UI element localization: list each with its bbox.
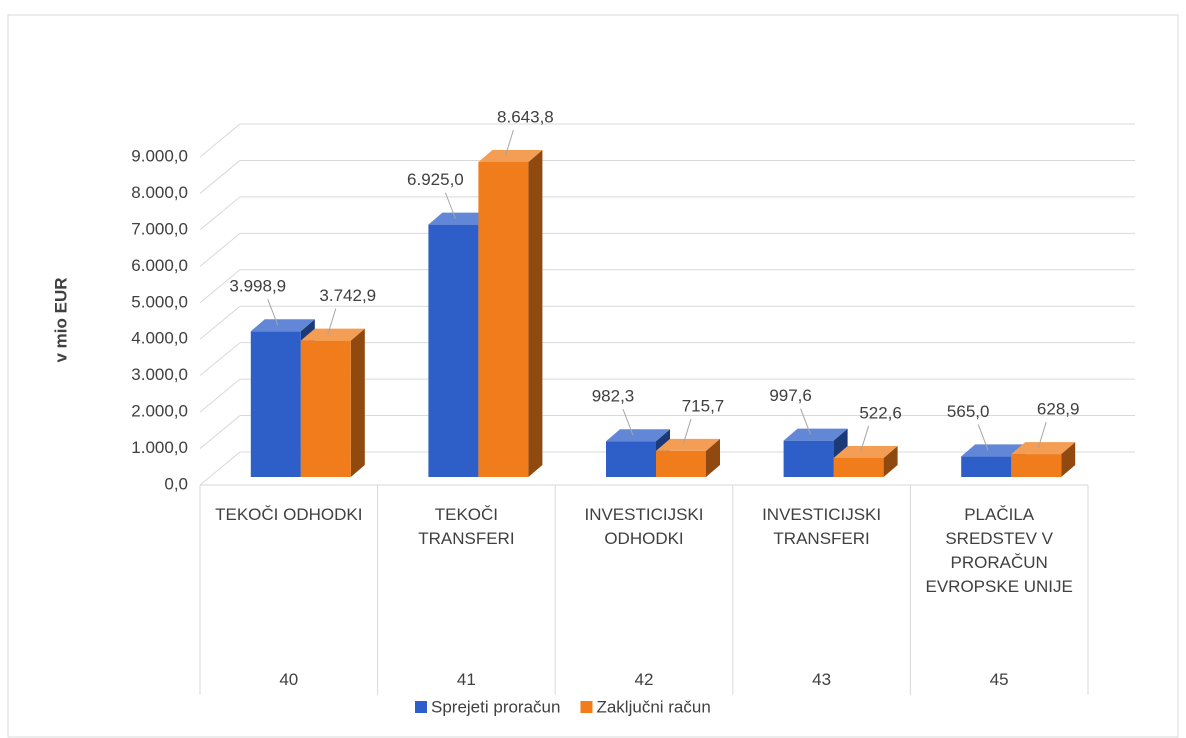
grid-line <box>199 123 241 158</box>
y-tick-label: 9.000,0 <box>131 146 188 165</box>
data-label: 982,3 <box>592 387 635 406</box>
bar <box>783 440 834 477</box>
bar <box>1011 454 1062 477</box>
y-axis-title: v mio EUR <box>51 277 70 362</box>
bar <box>300 340 351 477</box>
bar <box>961 456 1012 477</box>
x-group-label: 42 <box>634 670 654 689</box>
data-label: 6.925,0 <box>407 170 464 189</box>
legend-swatch <box>580 701 593 713</box>
x-tick-label: INVESTICIJSKI ODHODKI <box>584 505 704 548</box>
bar-side <box>883 445 898 477</box>
x-group-label: 41 <box>456 670 476 689</box>
bar-top <box>250 319 315 332</box>
y-tick-label: 6.000,0 <box>131 256 188 275</box>
bar <box>656 450 706 477</box>
x-tick-label: TEKOČI TRANSFERI <box>418 505 515 548</box>
bar-top <box>1011 442 1076 455</box>
x-group-label: 43 <box>812 670 832 689</box>
grid-line <box>199 196 241 231</box>
y-tick-label: 3.000,0 <box>131 365 188 384</box>
grid-line <box>199 451 241 486</box>
y-tick-label: 8.000,0 <box>131 183 188 202</box>
y-tick-label: 0,0 <box>164 474 188 493</box>
bar-top <box>833 445 898 458</box>
bar-top <box>656 438 720 451</box>
bar <box>250 331 301 477</box>
bar <box>428 224 479 477</box>
leader-line <box>267 299 279 326</box>
leader-line <box>327 308 337 335</box>
leader-line <box>444 192 456 219</box>
x-group-label: 40 <box>279 670 299 689</box>
legend-label: Zaključni račun <box>596 697 710 716</box>
data-label: 522,6 <box>859 403 902 422</box>
grid-line <box>199 232 241 267</box>
leader-line <box>504 129 514 157</box>
bar-top <box>606 429 670 442</box>
leader-line <box>800 408 812 435</box>
x-group-label: 45 <box>989 670 1009 689</box>
data-label: 3.742,9 <box>319 286 376 305</box>
grid-line <box>199 269 241 304</box>
y-tick-label: 7.000,0 <box>131 219 188 238</box>
bar-side <box>528 149 543 477</box>
grid-line <box>199 378 241 413</box>
bar-side <box>1061 442 1076 477</box>
y-tick-label: 2.000,0 <box>131 402 188 421</box>
grid-line <box>199 415 241 449</box>
leader-line <box>622 409 634 436</box>
legend-swatch <box>415 701 427 713</box>
leader-line <box>1037 421 1047 449</box>
chart-border <box>7 14 1179 738</box>
data-label: 997,6 <box>769 386 812 405</box>
grid-line <box>199 342 241 377</box>
legend-label: Sprejeti proračun <box>431 697 560 716</box>
x-tick-label: INVESTICIJSKI TRANSFERI <box>762 505 882 548</box>
y-tick-label: 1.000,0 <box>131 438 188 457</box>
bar-top <box>783 428 848 441</box>
bar <box>833 457 884 477</box>
leader-line <box>977 424 989 451</box>
x-tick-label: TEKOČI ODHODKI <box>215 505 363 524</box>
grid-line <box>199 160 241 194</box>
bar-top <box>300 328 365 341</box>
data-label: 628,9 <box>1037 400 1080 419</box>
y-tick-label: 5.000,0 <box>131 292 188 311</box>
data-label: 3.998,9 <box>229 277 286 296</box>
y-tick-label: 4.000,0 <box>131 329 188 348</box>
bar-side <box>350 328 365 477</box>
data-label: 565,0 <box>947 402 990 421</box>
bar <box>606 441 656 477</box>
leader-line <box>860 425 870 453</box>
data-label: 715,7 <box>682 396 725 415</box>
grid-line <box>199 305 241 340</box>
x-tick-label: PLAČILA SREDSTEV V PRORAČUN EVROPSKE UNI… <box>925 505 1073 596</box>
bar <box>478 161 529 477</box>
data-label: 8.643,8 <box>497 107 554 126</box>
leader-line <box>682 418 692 446</box>
bar-top <box>961 444 1026 457</box>
bar-top <box>478 149 543 162</box>
bar-side <box>706 438 720 477</box>
bar-top <box>428 212 493 225</box>
